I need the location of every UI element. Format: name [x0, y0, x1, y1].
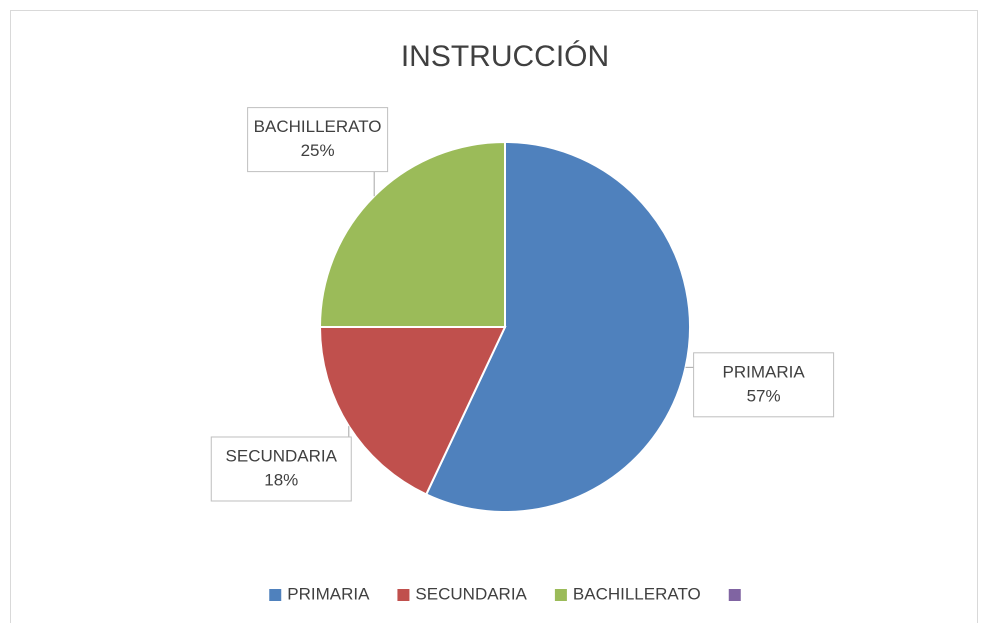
data-label-value: 25% [301, 141, 335, 160]
data-label-name: BACHILLERATO [254, 117, 382, 136]
data-label-name: SECUNDARIA [226, 446, 338, 465]
pie-slice [424, 140, 691, 513]
legend-swatch [728, 589, 741, 601]
legend-label: BACHILLERATO [573, 584, 701, 603]
chart-title: INSTRUCCIÓN [401, 40, 609, 73]
legend-swatch [397, 589, 410, 601]
legend-swatch [554, 589, 567, 601]
legend-swatch [269, 589, 282, 601]
data-label-value: 18% [264, 470, 298, 489]
legend-label: SECUNDARIA [415, 584, 527, 603]
data-label-box [247, 107, 389, 173]
data-label-name: PRIMARIA [723, 362, 806, 381]
pie-slice [318, 326, 507, 496]
data-label-box [210, 436, 352, 502]
legend: PRIMARIA SECUNDARIA BACHILLERATO [269, 584, 741, 603]
legend-label: PRIMARIA [287, 584, 370, 603]
data-label-value: 57% [747, 386, 781, 405]
data-label-box [693, 352, 835, 418]
